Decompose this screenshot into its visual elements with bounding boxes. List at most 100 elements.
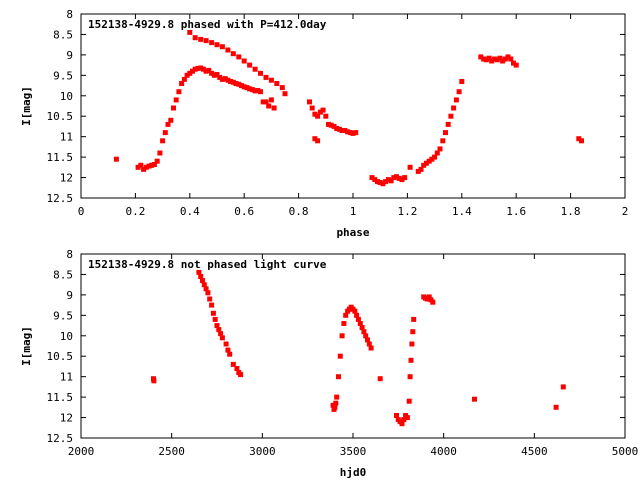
data-point xyxy=(315,138,321,144)
data-point xyxy=(219,76,225,82)
data-point xyxy=(483,57,489,63)
data-point xyxy=(339,128,345,133)
data-point xyxy=(268,77,274,83)
data-point xyxy=(236,81,242,87)
data-point xyxy=(320,107,326,113)
y-tick-label: 12.5 xyxy=(47,192,74,205)
data-point xyxy=(432,154,438,160)
y-tick-label: 10.5 xyxy=(47,110,74,123)
data-point xyxy=(494,57,500,63)
data-point xyxy=(171,105,176,111)
data-point xyxy=(211,72,217,78)
data-point xyxy=(238,372,244,378)
data-point xyxy=(451,105,457,111)
data-point xyxy=(200,66,206,72)
data-point xyxy=(394,174,399,180)
data-point xyxy=(365,337,370,343)
data-point xyxy=(429,156,435,162)
data-point xyxy=(307,99,312,105)
data-point xyxy=(491,56,497,62)
data-point xyxy=(209,40,215,46)
data-point xyxy=(511,60,516,66)
axis-ticks: 2000 2500 3000 3500 4000 4500 5000 8 8.5 9 9.5 10 10… xyxy=(47,248,639,458)
data-point xyxy=(331,123,337,129)
data-point xyxy=(198,65,204,71)
data-point xyxy=(409,341,415,347)
data-point xyxy=(228,79,234,84)
x-tick-label: 0.6 xyxy=(234,205,254,218)
y-tick-label: 12.5 xyxy=(47,432,74,445)
data-point xyxy=(500,58,506,64)
x-axis-label: phase xyxy=(336,226,369,239)
data-point xyxy=(312,136,318,142)
data-point xyxy=(214,72,220,77)
data-point xyxy=(196,269,202,275)
data-point xyxy=(266,103,272,109)
data-point xyxy=(388,178,394,184)
y-tick-label: 8 xyxy=(66,248,73,261)
data-point xyxy=(333,400,339,406)
data-point xyxy=(368,345,374,351)
data-point xyxy=(203,38,209,44)
y-tick-label: 11.5 xyxy=(47,391,74,404)
data-point xyxy=(411,316,417,322)
data-point xyxy=(410,329,416,335)
data-point xyxy=(437,146,443,152)
data-point xyxy=(339,333,345,339)
x-tick-label: 4500 xyxy=(521,445,548,458)
data-point xyxy=(445,121,451,127)
axis-ticks: 0 0.2 0.4 0.6 0.8 1 1.2 1.4 1.6 1.8 2 8 8.5 9 9.5 10 10.… xyxy=(47,8,629,218)
x-tick-label: 2000 xyxy=(68,445,95,458)
data-point xyxy=(225,347,231,353)
data-point xyxy=(385,177,391,183)
y-tick-label: 12 xyxy=(60,172,73,185)
data-point xyxy=(352,308,358,314)
data-point xyxy=(230,79,236,85)
data-point xyxy=(478,54,484,60)
data-points xyxy=(113,29,584,187)
data-point xyxy=(408,357,414,363)
data-point xyxy=(255,88,261,93)
data-point xyxy=(230,51,236,57)
data-point xyxy=(328,122,334,128)
data-point xyxy=(404,415,410,421)
data-point xyxy=(508,56,514,62)
x-tick-label: 2500 xyxy=(158,445,185,458)
data-point xyxy=(353,130,359,136)
data-point xyxy=(151,162,157,167)
data-point xyxy=(434,150,440,156)
data-point xyxy=(486,55,492,61)
data-point xyxy=(223,341,229,347)
data-point xyxy=(260,99,266,105)
data-point xyxy=(216,327,222,333)
y-tick-label: 12 xyxy=(60,412,73,425)
data-point xyxy=(345,129,351,135)
data-point xyxy=(209,70,215,76)
data-point xyxy=(239,83,244,89)
data-point xyxy=(502,56,508,62)
data-point xyxy=(219,335,225,341)
data-point xyxy=(334,126,340,131)
x-tick-label: 5000 xyxy=(612,445,639,458)
data-point xyxy=(426,158,432,164)
data-point xyxy=(377,180,383,185)
x-tick-label: 0.2 xyxy=(125,205,145,218)
data-point xyxy=(258,70,263,76)
x-tick-label: 3000 xyxy=(249,445,276,458)
data-point xyxy=(192,35,198,41)
data-point xyxy=(343,312,349,318)
phased-light-curve-chart: 0 0.2 0.4 0.6 0.8 1 1.2 1.4 1.6 1.8 2 8 8.5 9 9.5 10 10.… xyxy=(20,8,628,239)
data-point xyxy=(453,97,459,103)
data-point xyxy=(138,162,144,168)
data-point xyxy=(576,136,582,142)
data-point xyxy=(347,130,353,136)
data-point xyxy=(198,274,204,279)
y-tick-label: 8.5 xyxy=(53,268,73,281)
plot-area-frame xyxy=(80,13,626,199)
data-point xyxy=(489,58,495,64)
y-tick-label: 11.5 xyxy=(47,151,74,164)
data-point xyxy=(426,294,432,300)
y-tick-label: 9.5 xyxy=(53,69,73,82)
data-point xyxy=(179,81,185,86)
data-point xyxy=(372,177,378,183)
